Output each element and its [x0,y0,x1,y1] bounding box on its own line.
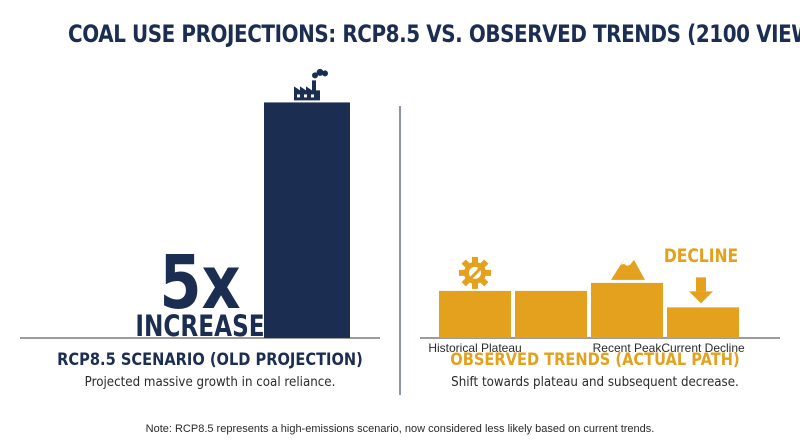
category-label: Recent Peak [593,341,663,355]
mountain-icon [611,257,645,280]
observed-bar-1 [439,290,511,338]
multiplier-label: INCREASE [135,311,264,344]
footnote: Note: RCP8.5 represents a high-emissions… [145,423,655,435]
observed-trends-chart: Historical Plateau Recent Peak Current Dec… [420,282,780,355]
observed-heading: OBSERVED TRENDS (ACTUAL PATH) [450,350,740,370]
rcp85-subtitle: Projected massive growth in coal relianc… [84,374,336,390]
observed-bar-2 [515,290,587,338]
chart-title: COAL USE PROJECTIONS: RCP8.5 VS. OBSERVE… [68,20,800,48]
observed-subtitle: Shift towards plateau and subsequent dec… [451,374,739,390]
down-arrow-icon [689,277,713,304]
observed-caption: OBSERVED TRENDS (ACTUAL PATH) Shift towa… [400,350,790,390]
category-label: Current Decline [661,341,745,355]
rcp85-bar [264,102,350,338]
observed-bar-4 [667,307,739,338]
rcp85-caption: RCP8.5 SCENARIO (OLD PROJECTION) Project… [20,350,400,390]
category-label: Historical Plateau [428,341,521,355]
factory-icon [294,68,328,101]
rcp85-heading: RCP8.5 SCENARIO (OLD PROJECTION) [57,350,363,370]
multiplier-text: 5x [159,239,240,325]
gear-wrench-icon [459,256,491,289]
rcp85-chart [20,102,380,339]
observed-bar-3 [591,282,663,338]
decline-label: DECLINE [664,246,738,268]
